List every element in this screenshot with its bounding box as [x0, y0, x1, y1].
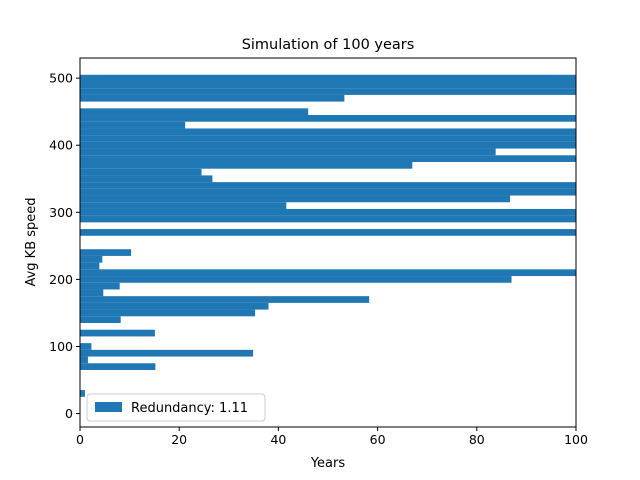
bar — [80, 329, 155, 337]
bar — [80, 309, 256, 317]
bar — [80, 88, 576, 95]
bar — [80, 390, 85, 397]
y-axis-ticks: 0 100 200 300 400 500 — [49, 71, 80, 421]
x-tick-label: 80 — [469, 432, 485, 447]
bar — [80, 195, 511, 203]
bar — [80, 121, 186, 129]
bar — [80, 249, 132, 256]
chart-title: Simulation of 100 years — [242, 37, 415, 53]
bar — [80, 115, 576, 122]
y-tick-label: 400 — [49, 138, 73, 153]
bar — [80, 202, 287, 209]
legend-label: Redundancy: 1.11 — [131, 401, 248, 416]
x-axis-ticks: 0 20 40 60 80 100 — [76, 427, 588, 447]
bar — [80, 135, 576, 142]
y-tick-label: 100 — [49, 339, 73, 354]
bar — [80, 94, 345, 102]
y-tick-label: 0 — [65, 406, 73, 421]
bar — [80, 208, 576, 216]
legend-swatch — [95, 402, 122, 412]
y-tick-label: 200 — [49, 272, 73, 287]
bar — [80, 349, 254, 357]
bar — [80, 182, 576, 189]
bar — [80, 276, 512, 283]
x-tick-label: 60 — [370, 432, 386, 447]
bar — [80, 343, 92, 350]
x-tick-label: 0 — [76, 432, 84, 447]
bar — [80, 155, 576, 162]
legend-box — [86, 393, 266, 422]
bar — [80, 229, 576, 236]
bar — [80, 141, 576, 149]
bar — [80, 188, 576, 196]
y-tick-label: 500 — [49, 71, 73, 86]
x-tick-label: 40 — [270, 432, 286, 447]
legend: Redundancy: 1.11 — [86, 393, 266, 422]
bar — [80, 289, 104, 297]
bar-series — [80, 74, 576, 397]
bar — [80, 108, 309, 116]
x-axis-label: Years — [310, 456, 346, 471]
x-tick-label: 100 — [564, 432, 588, 447]
bar — [80, 168, 202, 176]
bar — [80, 255, 103, 263]
bar — [80, 262, 100, 270]
bar — [80, 269, 576, 277]
bar — [80, 74, 576, 82]
bar — [80, 363, 156, 370]
bar — [80, 148, 496, 156]
bar — [80, 282, 120, 290]
bar — [80, 215, 576, 223]
bar — [80, 161, 413, 169]
bar — [80, 296, 370, 303]
bar — [80, 128, 576, 136]
bar — [80, 175, 213, 183]
bar — [80, 316, 121, 324]
bar — [80, 302, 269, 310]
x-tick-label: 20 — [171, 432, 187, 447]
plot-frame — [79, 57, 577, 428]
y-tick-label: 300 — [49, 205, 73, 220]
y-axis-label: Avg KB speed — [24, 197, 39, 286]
bar — [80, 81, 576, 89]
bar — [80, 356, 88, 364]
